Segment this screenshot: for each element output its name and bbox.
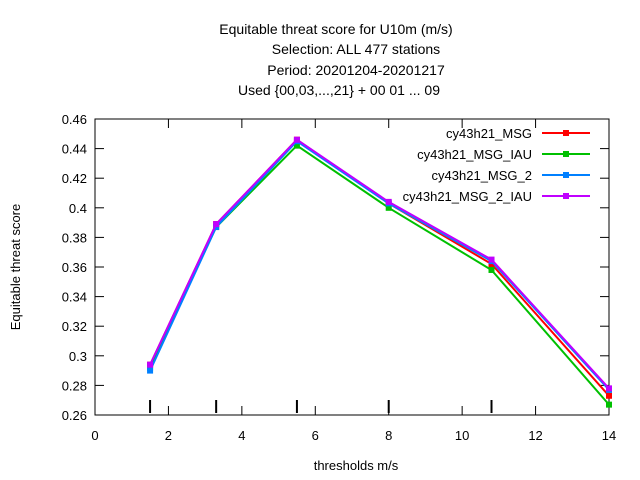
x-tick-label: 8 xyxy=(385,428,392,443)
legend-marker xyxy=(563,130,569,136)
y-tick-label: 0.44 xyxy=(62,142,87,157)
series-line xyxy=(149,138,610,390)
legend-label: cy43h21_MSG xyxy=(446,126,532,141)
x-tick-label: 12 xyxy=(528,428,542,443)
y-tick-label: 0.42 xyxy=(62,171,87,186)
x-axis-label: thresholds m/s xyxy=(314,458,399,473)
data-point xyxy=(385,198,392,205)
y-tick-label: 0.34 xyxy=(62,290,87,305)
legend-marker xyxy=(563,151,569,157)
legend-marker xyxy=(563,172,569,178)
y-tick-label: 0.38 xyxy=(62,230,87,245)
title-line-2: Selection: ALL 477 stations xyxy=(272,41,440,57)
data-point xyxy=(147,361,154,368)
legend: cy43h21_MSG cy43h21_MSG_IAU cy43h21_MSG_2c… xyxy=(403,126,590,204)
data-point xyxy=(488,266,495,273)
legend-label: cy43h21_MSG_2_IAU xyxy=(403,189,532,204)
y-axis-label: Equitable threat score xyxy=(8,204,23,330)
x-tick-label: 14 xyxy=(602,428,616,443)
x-tick-label: 10 xyxy=(455,428,469,443)
y-axis: 0.26 0.28 0.3 0.32 0.34 0.36 0.38 0.4 0.42 0.44 0.… xyxy=(62,112,609,423)
series-line xyxy=(149,139,610,391)
y-tick-label: 0.26 xyxy=(62,408,87,423)
plot-frame xyxy=(94,118,610,416)
data-point xyxy=(606,392,612,399)
x-tick-label: 4 xyxy=(238,428,245,443)
y-tick-label: 0.36 xyxy=(62,260,87,275)
data-point xyxy=(293,142,300,149)
series-line xyxy=(149,144,610,406)
series-group xyxy=(147,136,612,408)
title-line-4: Used {00,03,...,21} + 00 01 ... 09 xyxy=(238,82,440,98)
legend-marker xyxy=(563,193,569,199)
y-tick-label: 0.3 xyxy=(69,349,87,364)
x-axis: 0 2 4 6 8 10 12 14 xyxy=(91,119,616,443)
title-line-3: Period: 20201204-20201217 xyxy=(267,62,445,78)
data-point xyxy=(293,136,300,143)
x-tick-label: 6 xyxy=(312,428,319,443)
x-tick-label: 0 xyxy=(91,428,98,443)
data-point xyxy=(606,385,612,392)
data-point xyxy=(213,221,220,228)
legend-label: cy43h21_MSG_2 xyxy=(432,168,532,183)
series-line xyxy=(149,138,610,397)
data-point xyxy=(147,367,154,374)
chart-title: Equitable threat score for U10m (m/s) Se… xyxy=(219,21,452,98)
data-point xyxy=(385,204,392,211)
threshold-markers xyxy=(149,400,493,413)
y-tick-label: 0.46 xyxy=(62,112,87,127)
y-tick-label: 0.28 xyxy=(62,378,87,393)
y-tick-label: 0.4 xyxy=(69,201,87,216)
x-tick-label: 2 xyxy=(165,428,172,443)
data-point xyxy=(606,401,612,408)
data-point xyxy=(488,256,495,263)
title-line-1: Equitable threat score for U10m (m/s) xyxy=(219,21,452,37)
legend-label: cy43h21_MSG_IAU xyxy=(417,147,532,162)
y-tick-label: 0.32 xyxy=(62,319,87,334)
